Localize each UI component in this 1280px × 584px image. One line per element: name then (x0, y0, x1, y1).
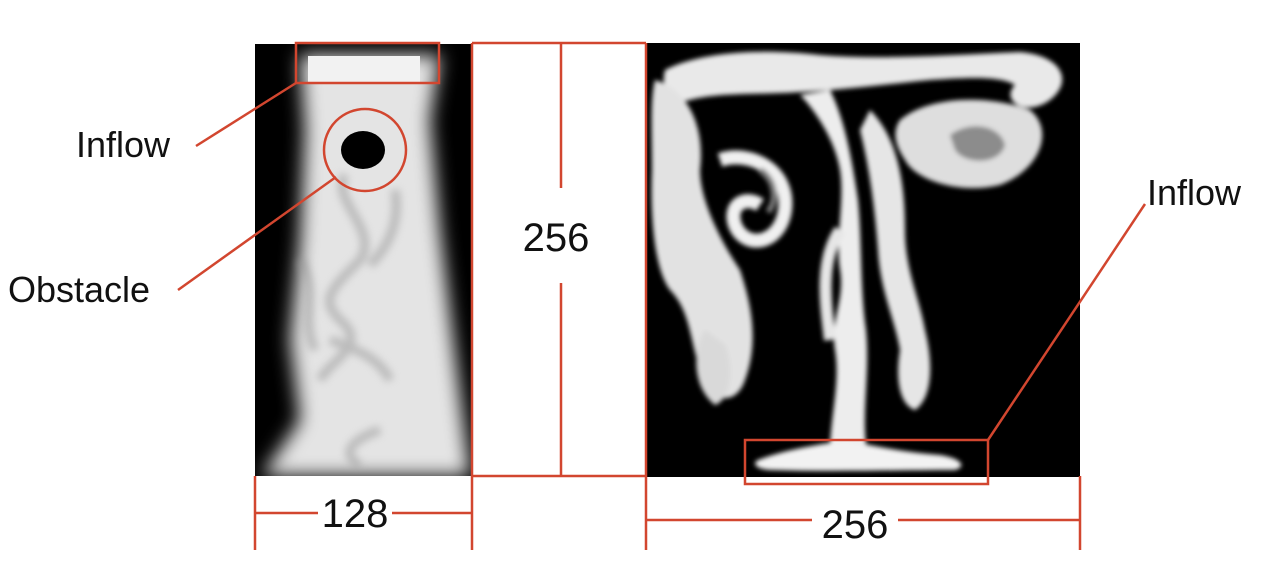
obstacle-label: Obstacle (8, 269, 150, 310)
left-smoke-vortices (296, 172, 401, 470)
right-simulation-panel (646, 43, 1080, 477)
right-smoke-plume (651, 51, 1063, 471)
left-inflow-source (308, 56, 420, 82)
obstacle-disk (341, 131, 385, 169)
right-inflow-highlight-box (743, 438, 990, 486)
obstacle-highlight-circle (322, 107, 408, 193)
right-width-dimension-label: 256 (822, 503, 889, 547)
left-inflow-highlight-box (294, 41, 441, 85)
right-inflow-label: Inflow (1147, 172, 1242, 213)
left-width-dimension-label: 128 (322, 492, 389, 536)
left-inflow-label: Inflow (76, 124, 171, 165)
left-smoke-plume (262, 55, 470, 476)
obstacle-pointer-line (177, 175, 337, 292)
left-simulation-panel (255, 44, 472, 476)
right-inflow-pointer-line (986, 203, 1147, 441)
annotation-layer (177, 41, 1147, 550)
left-inflow-pointer-line (195, 81, 297, 148)
height-dimension-label: 256 (523, 216, 590, 260)
